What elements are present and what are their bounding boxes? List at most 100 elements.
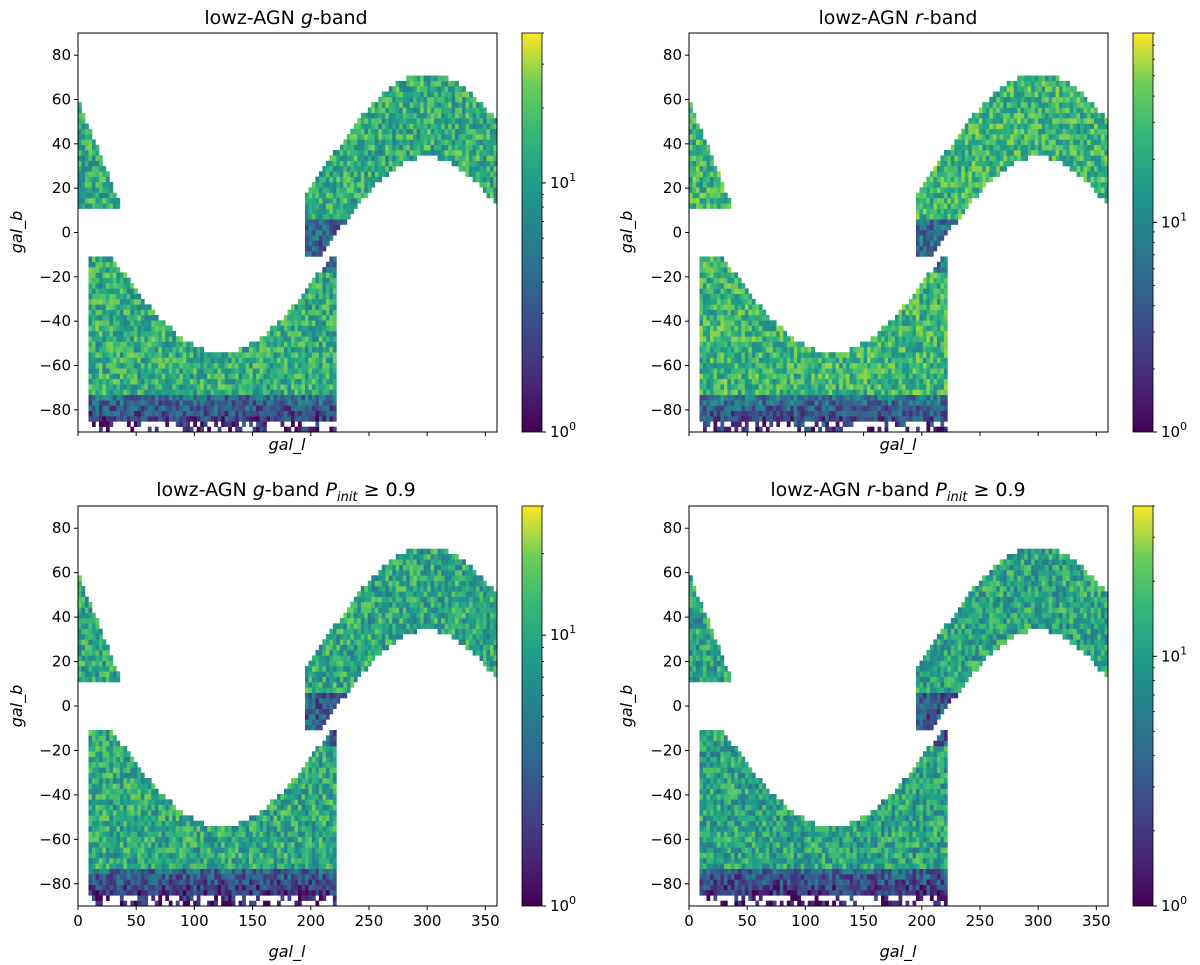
- heatmap-cell: [322, 293, 327, 300]
- heatmap-cell: [947, 192, 952, 199]
- heatmap-cell: [779, 352, 784, 358]
- heatmap-cell: [982, 128, 987, 135]
- heatmap-cell: [905, 405, 910, 412]
- heatmap-cell: [84, 171, 89, 177]
- heatmap-cell: [308, 330, 313, 337]
- heatmap-cell: [975, 181, 980, 188]
- heatmap-cell: [406, 107, 411, 114]
- heatmap-cell: [699, 267, 704, 273]
- heatmap-cell: [109, 410, 114, 417]
- heatmap-cell: [311, 277, 316, 284]
- heatmap-cell: [689, 203, 693, 209]
- heatmap-cell: [98, 416, 103, 422]
- heatmap-cell: [874, 378, 878, 385]
- heatmap-cell: [423, 96, 428, 103]
- heatmap-cell: [217, 426, 222, 433]
- heatmap-cell: [221, 357, 225, 364]
- heatmap-cell: [936, 373, 941, 380]
- heatmap-cell: [200, 357, 204, 364]
- heatmap-cell: [811, 368, 815, 374]
- heatmap-cell: [91, 325, 96, 332]
- heatmap-cell: [144, 341, 149, 348]
- heatmap-cell: [193, 368, 198, 374]
- heatmap-cell: [926, 378, 931, 385]
- heatmap-cell: [388, 102, 393, 108]
- heatmap-cell: [999, 160, 1004, 167]
- heatmap-cell: [88, 261, 93, 268]
- heatmap-cell: [940, 261, 945, 268]
- heatmap-cell: [486, 171, 491, 177]
- heatmap-cell: [119, 325, 124, 332]
- heatmap-cell: [762, 320, 767, 326]
- heatmap-cell: [734, 357, 739, 364]
- heatmap-cell: [762, 400, 767, 406]
- heatmap-cell: [123, 293, 128, 300]
- heatmap-cell: [929, 240, 934, 247]
- heatmap-cell: [1034, 107, 1039, 114]
- heatmap-cell: [734, 416, 739, 422]
- heatmap-cell: [381, 107, 386, 114]
- heatmap-cell: [95, 197, 100, 204]
- heatmap-cell: [1041, 102, 1046, 108]
- heatmap-cell: [78, 181, 82, 188]
- heatmap-cell: [381, 166, 386, 172]
- heatmap-cell: [849, 373, 854, 380]
- heatmap-cell: [416, 144, 421, 151]
- heatmap-cell: [716, 314, 721, 321]
- heatmap-cell: [971, 181, 976, 188]
- heatmap-cell: [786, 416, 791, 422]
- heatmap-cell: [748, 362, 753, 369]
- heatmap-cell: [727, 373, 732, 380]
- heatmap-cell: [437, 91, 442, 98]
- heatmap-cell: [919, 389, 924, 396]
- heatmap-cell: [147, 341, 152, 348]
- heatmap-cell: [936, 304, 941, 310]
- heatmap-cell: [329, 341, 334, 348]
- heatmap-cell: [755, 357, 760, 364]
- heatmap-cell: [1055, 139, 1060, 146]
- heatmap-cell: [367, 144, 372, 151]
- heatmap-cell: [332, 208, 337, 215]
- heatmap-cell: [811, 416, 815, 422]
- heatmap-cell: [716, 405, 721, 412]
- heatmap-cell: [730, 341, 735, 348]
- heatmap-cell: [926, 421, 931, 427]
- heatmap-cell: [88, 389, 93, 396]
- heatmap-cell: [940, 229, 945, 236]
- heatmap-cell: [884, 368, 889, 374]
- heatmap-cell: [105, 357, 110, 364]
- heatmap-cell: [804, 400, 809, 406]
- heatmap-cell: [399, 150, 404, 156]
- heatmap-cell: [318, 389, 323, 396]
- heatmap-cell: [315, 320, 320, 326]
- heatmap-cell: [224, 394, 229, 401]
- heatmap-cell: [186, 389, 191, 396]
- heatmap-cell: [325, 166, 330, 172]
- heatmap-cell: [901, 373, 906, 380]
- heatmap-cell: [1024, 155, 1028, 161]
- heatmap-cell: [716, 368, 721, 374]
- heatmap-cell: [849, 416, 854, 422]
- heatmap-cell: [957, 139, 962, 146]
- heatmap-cell: [252, 394, 257, 401]
- heatmap-cell: [947, 187, 952, 193]
- heatmap-cell: [1059, 107, 1063, 114]
- heatmap-cell: [713, 299, 718, 305]
- heatmap-cell: [1062, 160, 1067, 167]
- heatmap-cell: [772, 357, 777, 364]
- heatmap-cell: [1013, 112, 1018, 119]
- heatmap-cell: [266, 378, 271, 385]
- heatmap-cell: [1069, 96, 1074, 103]
- heatmap-cell: [353, 176, 358, 183]
- heatmap-cell: [839, 405, 843, 412]
- heatmap-cell: [870, 352, 875, 358]
- heatmap-cell: [413, 80, 417, 87]
- heatmap-cell: [357, 150, 362, 156]
- heatmap-cell: [98, 373, 103, 380]
- heatmap-cell: [469, 91, 473, 98]
- heatmap-cell: [116, 309, 121, 316]
- heatmap-cell: [144, 384, 149, 390]
- heatmap-cell: [455, 118, 459, 124]
- heatmap-cell: [217, 373, 222, 380]
- heatmap-cell: [1041, 118, 1046, 124]
